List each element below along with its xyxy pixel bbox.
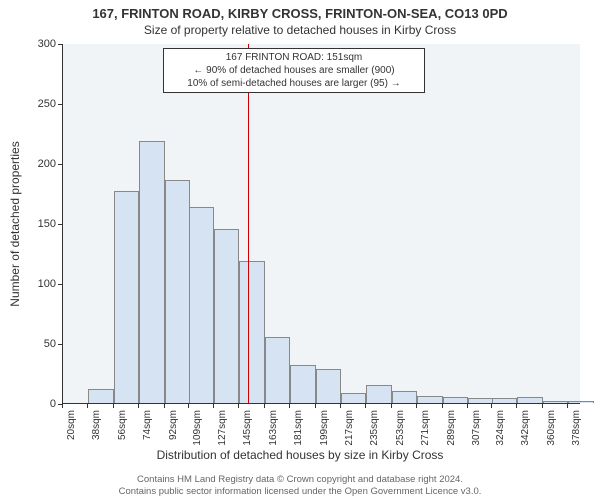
x-tick-label: 145sqm xyxy=(242,410,253,446)
x-tick-mark xyxy=(442,404,443,408)
y-tick-label: 200 xyxy=(38,158,56,170)
x-tick-mark xyxy=(289,404,290,408)
x-tick-label: 56sqm xyxy=(117,410,128,440)
histogram-bar xyxy=(88,389,113,403)
footer-line1: Contains HM Land Registry data © Crown c… xyxy=(0,474,600,486)
histogram-bar xyxy=(316,369,341,403)
histogram-bar xyxy=(443,397,468,403)
y-tick-label: 50 xyxy=(44,338,56,350)
x-tick-mark xyxy=(516,404,517,408)
x-tick-label: 74sqm xyxy=(142,410,153,440)
x-tick-label: 163sqm xyxy=(268,410,279,446)
x-axis-label: Distribution of detached houses by size … xyxy=(0,448,600,462)
x-tick-mark xyxy=(113,404,114,408)
x-tick-mark xyxy=(567,404,568,408)
histogram-bar xyxy=(290,365,315,403)
y-axis: 050100150200250300 xyxy=(0,44,62,404)
x-tick-label: 324sqm xyxy=(495,410,506,446)
x-tick-mark xyxy=(138,404,139,408)
histogram-bar xyxy=(239,261,264,403)
reference-line xyxy=(248,44,249,403)
annotation-line2: ← 90% of detached houses are smaller (90… xyxy=(170,64,418,77)
x-tick-label: 342sqm xyxy=(520,410,531,446)
x-tick-label: 378sqm xyxy=(571,410,582,446)
x-tick-label: 109sqm xyxy=(192,410,203,446)
x-tick-mark xyxy=(365,404,366,408)
x-tick-mark xyxy=(542,404,543,408)
y-tick-label: 100 xyxy=(38,278,56,290)
histogram-bar xyxy=(114,191,139,403)
histogram-bar xyxy=(568,401,593,403)
x-tick-label: 20sqm xyxy=(66,410,77,440)
x-tick-mark xyxy=(188,404,189,408)
x-tick-mark xyxy=(467,404,468,408)
x-tick-label: 289sqm xyxy=(446,410,457,446)
x-tick-label: 38sqm xyxy=(91,410,102,440)
x-tick-label: 307sqm xyxy=(471,410,482,446)
x-tick-mark xyxy=(391,404,392,408)
histogram-bar xyxy=(517,397,542,403)
x-tick-mark xyxy=(416,404,417,408)
histogram-bar xyxy=(392,391,417,403)
annotation-line3: 10% of semi-detached houses are larger (… xyxy=(170,77,418,90)
x-tick-label: 360sqm xyxy=(546,410,557,446)
y-tick-label: 150 xyxy=(38,218,56,230)
x-tick-label: 199sqm xyxy=(319,410,330,446)
histogram-bar xyxy=(139,141,164,403)
x-tick-label: 235sqm xyxy=(369,410,380,446)
y-tick-label: 250 xyxy=(38,98,56,110)
histogram-bar xyxy=(492,398,517,403)
x-tick-label: 253sqm xyxy=(395,410,406,446)
footer-attribution: Contains HM Land Registry data © Crown c… xyxy=(0,474,600,498)
histogram-bar xyxy=(214,229,239,403)
histogram-bar xyxy=(165,180,190,403)
x-axis: 20sqm 38sqm 56sqm 74sqm 92sqm 109sqm 127sqm 145… xyxy=(62,404,580,448)
x-tick-mark xyxy=(213,404,214,408)
chart-title-main: 167, FRINTON ROAD, KIRBY CROSS, FRINTON-… xyxy=(0,0,600,21)
x-tick-mark xyxy=(62,404,63,408)
x-tick-label: 271sqm xyxy=(420,410,431,446)
histogram-plot-area: 167 FRINTON ROAD: 151sqm ← 90% of detach… xyxy=(62,44,580,404)
histogram-bar xyxy=(417,396,442,403)
x-tick-label: 217sqm xyxy=(344,410,355,446)
x-tick-mark xyxy=(491,404,492,408)
y-tick-label: 300 xyxy=(38,38,56,50)
histogram-bar xyxy=(189,207,214,403)
x-tick-mark xyxy=(164,404,165,408)
x-tick-label: 92sqm xyxy=(168,410,179,440)
histogram-bar xyxy=(543,401,568,403)
chart-title-sub: Size of property relative to detached ho… xyxy=(0,21,600,37)
footer-line2: Contains public sector information licen… xyxy=(0,486,600,498)
x-tick-mark xyxy=(340,404,341,408)
annotation-box: 167 FRINTON ROAD: 151sqm ← 90% of detach… xyxy=(163,48,425,93)
histogram-bar xyxy=(468,398,493,403)
histogram-bars xyxy=(63,44,580,403)
y-tick-label: 0 xyxy=(50,398,56,410)
x-tick-label: 127sqm xyxy=(217,410,228,446)
x-tick-mark xyxy=(238,404,239,408)
histogram-bar xyxy=(265,337,290,403)
x-tick-mark xyxy=(264,404,265,408)
x-tick-mark xyxy=(315,404,316,408)
histogram-bar xyxy=(366,385,391,403)
x-tick-label: 181sqm xyxy=(293,410,304,446)
histogram-bar xyxy=(341,393,366,403)
x-tick-mark xyxy=(87,404,88,408)
annotation-line1: 167 FRINTON ROAD: 151sqm xyxy=(170,51,418,64)
